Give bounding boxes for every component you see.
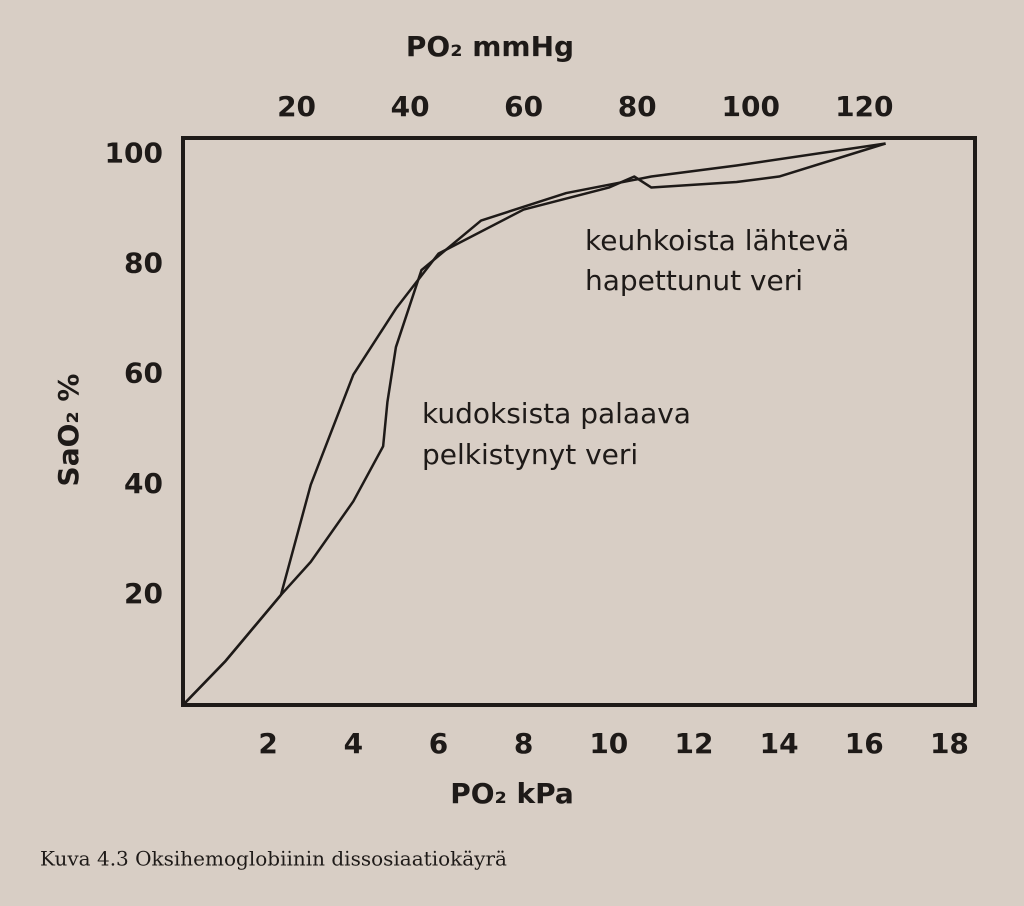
y-tick-label: 80: [124, 247, 163, 280]
top-tick-label: 120: [835, 90, 893, 123]
x-tick-label: 8: [514, 727, 533, 760]
x-tick-label: 10: [589, 727, 628, 760]
y-tick-label: 20: [124, 577, 163, 610]
curve: [182, 142, 886, 706]
x-tick-label: 16: [845, 727, 884, 760]
x-tick-label: 18: [930, 727, 969, 760]
x-tick-label: 4: [344, 727, 363, 760]
x-tick-label: 2: [258, 727, 277, 760]
plot-frame: [181, 136, 977, 707]
x-tick-label: 12: [674, 727, 713, 760]
annotation: hapettunut veri: [585, 264, 803, 297]
annotation: kudoksista palaava: [422, 397, 691, 430]
top-tick-label: 100: [722, 90, 780, 123]
top-tick-label: 20: [277, 90, 316, 123]
top-tick-label: 60: [504, 90, 543, 123]
y-axis-title: SaO₂ %: [52, 374, 85, 487]
y-tick-label: 40: [124, 467, 163, 500]
top-tick-label: 80: [618, 90, 657, 123]
top-tick-label: 40: [391, 90, 430, 123]
y-tick-label: 60: [124, 357, 163, 390]
y-tick-label: 100: [105, 137, 163, 170]
annotation: pelkistynyt veri: [422, 438, 638, 471]
x-axis-title: PO₂ kPa: [450, 777, 574, 810]
caption: Kuva 4.3 Oksihemoglobiinin dissosiaatiok…: [40, 847, 507, 871]
x-tick-label: 14: [760, 727, 799, 760]
annotation: keuhkoista lähtevä: [585, 224, 849, 257]
top-axis-title: PO₂ mmHg: [406, 30, 574, 63]
x-tick-label: 6: [429, 727, 448, 760]
